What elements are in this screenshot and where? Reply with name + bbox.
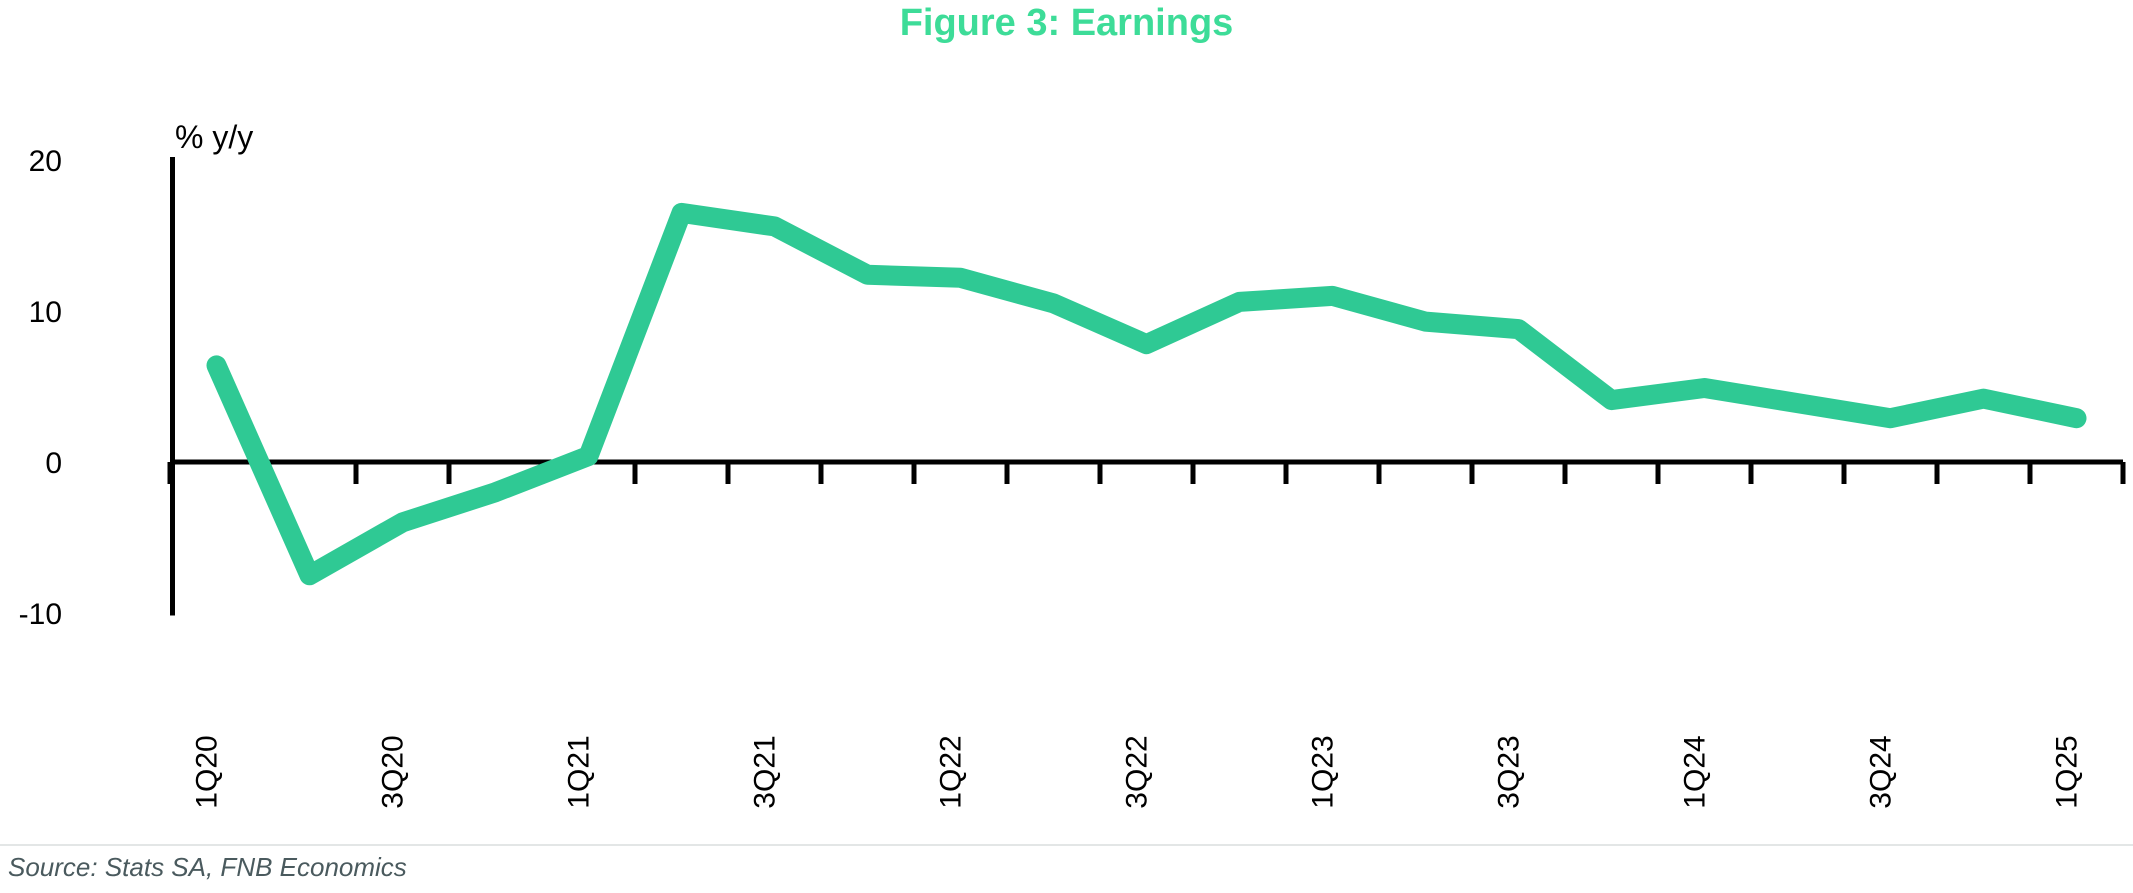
figure-title: Figure 3: Earnings: [899, 2, 1234, 44]
x-tick-label: 1Q24: [1679, 735, 1712, 808]
x-tick-label: 1Q22: [935, 735, 968, 808]
x-tick-label: 3Q21: [749, 735, 782, 808]
y-tick-label: -10: [19, 598, 62, 631]
x-tick-label: 1Q20: [191, 735, 224, 808]
x-tick-label: 3Q22: [1121, 735, 1154, 808]
bottom-divider: [0, 844, 2133, 846]
y-tick-label: 0: [45, 447, 62, 480]
x-tick-label: 1Q25: [2051, 735, 2084, 808]
y-tick-label: 20: [29, 145, 62, 178]
x-tick-label: 1Q23: [1307, 735, 1340, 808]
y-axis-title: % y/y: [175, 119, 253, 155]
x-tick-label: 3Q24: [1865, 735, 1898, 808]
earnings-line: [206, 202, 2087, 586]
x-tick-label: 3Q23: [1493, 735, 1526, 808]
y-tick-label: 10: [29, 296, 62, 329]
x-tick-label: 1Q21: [563, 735, 596, 808]
x-tick-label: 3Q20: [377, 735, 410, 808]
source-note: Source: Stats SA, FNB Economics: [8, 852, 407, 882]
